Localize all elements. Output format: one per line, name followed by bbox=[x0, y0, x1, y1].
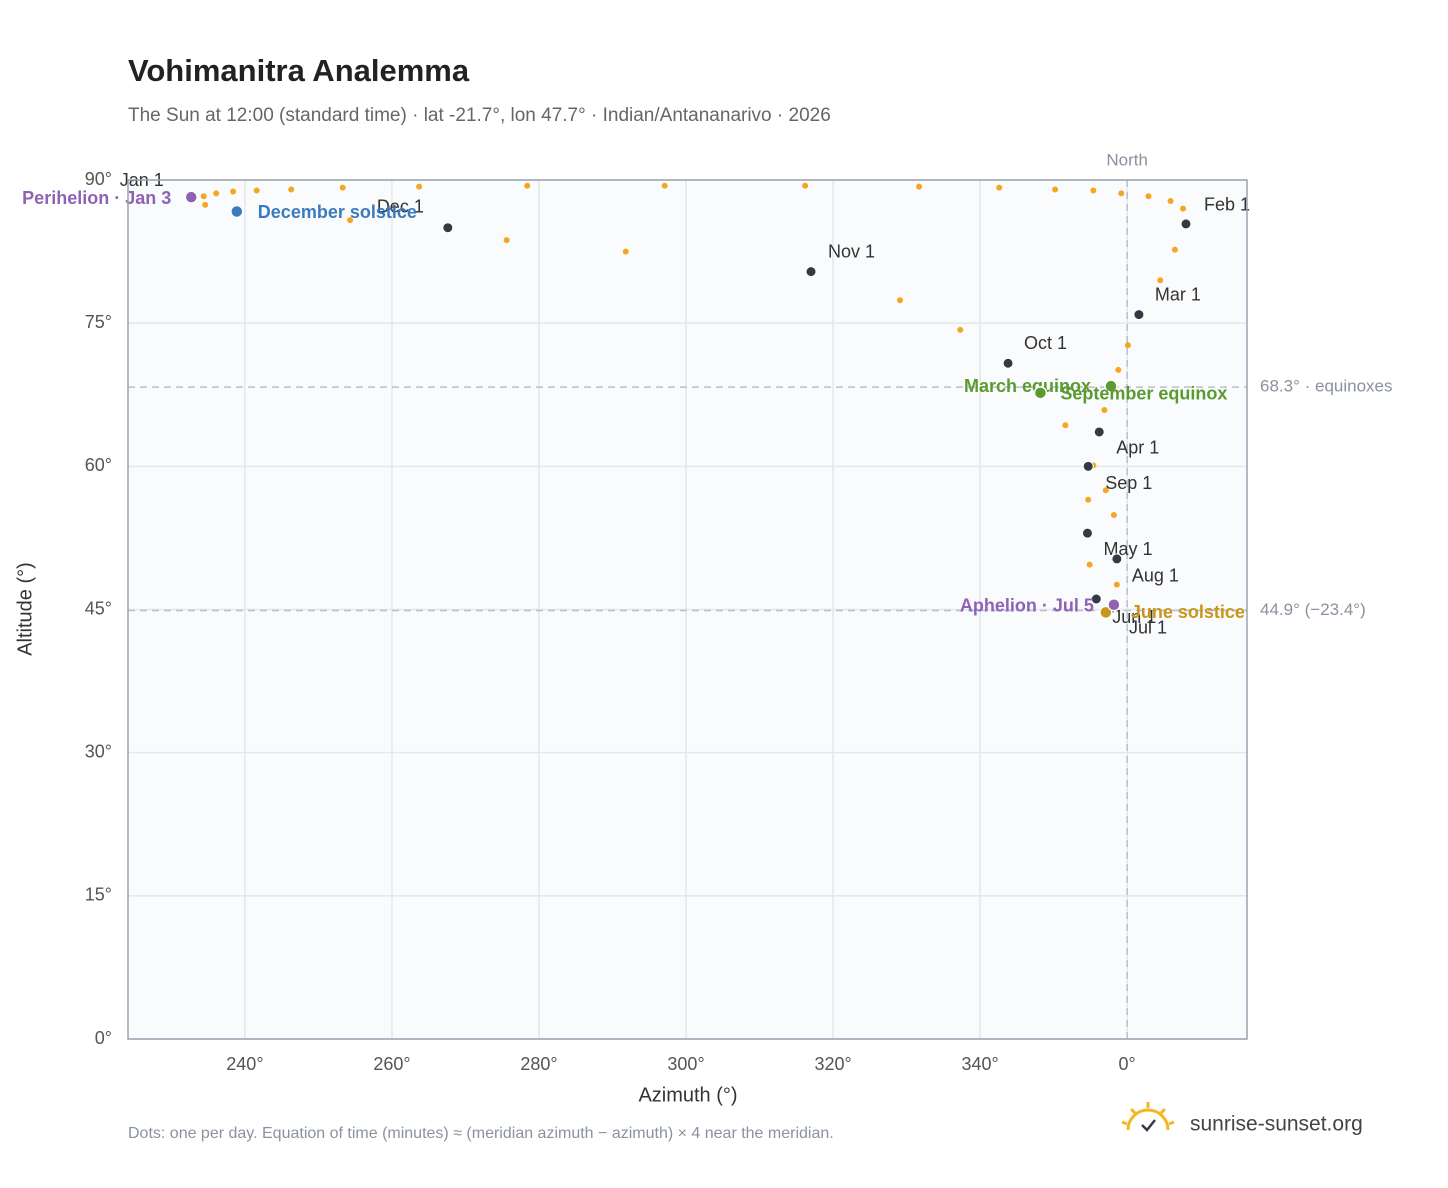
sun-dot bbox=[253, 187, 260, 194]
sun-dot bbox=[524, 182, 531, 189]
sun-dot bbox=[1052, 186, 1059, 193]
x-tick-label: 240° bbox=[226, 1054, 263, 1074]
month-marker bbox=[1093, 426, 1105, 438]
sun-dot bbox=[288, 186, 295, 193]
month-label: Jul 1 bbox=[1129, 617, 1167, 637]
event-marker bbox=[230, 204, 244, 219]
sun-dot bbox=[416, 183, 423, 190]
y-tick-label: 90° bbox=[85, 169, 112, 189]
y-tick-label: 15° bbox=[85, 885, 112, 905]
x-tick-label: 300° bbox=[667, 1054, 704, 1074]
sun-dot bbox=[957, 326, 964, 333]
month-marker bbox=[1111, 553, 1123, 565]
month-marker bbox=[1133, 309, 1145, 321]
sun-dot bbox=[213, 190, 220, 197]
sun-dot bbox=[896, 297, 903, 304]
sun-dot bbox=[230, 188, 237, 195]
y-tick-label: 75° bbox=[85, 312, 112, 332]
sun-dot bbox=[202, 201, 209, 208]
sun-dot bbox=[802, 182, 809, 189]
sun-dot bbox=[1124, 342, 1131, 349]
sun-dot bbox=[1180, 205, 1187, 212]
sun-dot bbox=[1145, 193, 1152, 200]
sun-dot bbox=[1167, 197, 1174, 204]
x-tick-label: 260° bbox=[373, 1054, 410, 1074]
event-label: March equinox bbox=[964, 376, 1091, 396]
footnote: Dots: one per day. Equation of time (min… bbox=[128, 1125, 834, 1142]
reference-label: 68.3° · equinoxes bbox=[1260, 377, 1393, 396]
sun-dot bbox=[1118, 190, 1125, 197]
event-marker bbox=[1107, 597, 1121, 612]
month-label: Sep 1 bbox=[1105, 473, 1152, 493]
month-marker bbox=[1081, 527, 1093, 539]
x-tick-label: 0° bbox=[1119, 1054, 1136, 1074]
sun-dot bbox=[200, 193, 207, 200]
brand: sunrise-sunset.org bbox=[1190, 1113, 1363, 1136]
sun-dot bbox=[1157, 277, 1164, 284]
event-label: Aphelion · Jul 5 bbox=[960, 595, 1094, 615]
sun-dot bbox=[1115, 366, 1122, 373]
y-tick-label: 45° bbox=[85, 598, 112, 618]
y-tick-label: 0° bbox=[95, 1028, 112, 1048]
sun-dot bbox=[1086, 561, 1093, 568]
chart-title: Vohimanitra Analemma bbox=[128, 53, 470, 88]
month-label: Apr 1 bbox=[1116, 438, 1159, 458]
month-label: Feb 1 bbox=[1204, 195, 1250, 215]
month-marker bbox=[442, 222, 454, 234]
event-label: Perihelion · Jan 3 bbox=[22, 188, 171, 208]
sun-dot bbox=[1085, 496, 1092, 503]
sun-dot bbox=[1102, 487, 1109, 494]
event-label: September equinox bbox=[1060, 384, 1227, 404]
event-label: June solstice bbox=[1131, 602, 1245, 622]
sun-dot bbox=[661, 182, 668, 189]
month-label: Aug 1 bbox=[1132, 566, 1179, 586]
sun-dot bbox=[1171, 246, 1178, 253]
month-marker bbox=[1002, 357, 1014, 369]
x-tick-label: 280° bbox=[520, 1054, 557, 1074]
month-label: Dec 1 bbox=[377, 196, 424, 216]
month-label: Mar 1 bbox=[1155, 284, 1201, 304]
month-marker bbox=[1090, 593, 1102, 605]
sun-dot bbox=[1101, 407, 1108, 414]
sun-dot bbox=[996, 184, 1003, 191]
sun-dot bbox=[916, 183, 923, 190]
sun-dot bbox=[1110, 512, 1117, 519]
event-marker bbox=[1033, 386, 1048, 400]
event-marker bbox=[184, 190, 198, 204]
chart-subtitle: The Sun at 12:00 (standard time) · lat -… bbox=[128, 105, 831, 126]
y-tick-label: 60° bbox=[85, 455, 112, 475]
month-marker bbox=[1180, 218, 1192, 230]
sun-dot bbox=[347, 217, 354, 224]
sun-dot bbox=[339, 184, 346, 191]
y-axis-label: Altitude (°) bbox=[14, 562, 36, 656]
month-label: May 1 bbox=[1103, 539, 1152, 559]
reference-label: 44.9° (−23.4°) bbox=[1260, 600, 1366, 619]
plot-frame bbox=[127, 179, 1248, 1040]
x-tick-label: 320° bbox=[814, 1054, 851, 1074]
sun-dot bbox=[1062, 422, 1069, 429]
sun-dot bbox=[1090, 187, 1097, 194]
brand-logo bbox=[1121, 1102, 1175, 1132]
event-label: December solstice bbox=[258, 202, 417, 222]
reference-lines: 68.3° · equinoxes 44.9° (−23.4°) North bbox=[128, 150, 1393, 1039]
sun-dot bbox=[503, 237, 510, 244]
sun-dot bbox=[1113, 581, 1120, 588]
month-marker bbox=[805, 266, 817, 278]
month-label: Nov 1 bbox=[828, 241, 875, 261]
north-label: North bbox=[1106, 150, 1148, 169]
event-marker bbox=[1099, 605, 1113, 620]
month-label: Jun 1 bbox=[1112, 607, 1156, 627]
month-label: Oct 1 bbox=[1024, 333, 1067, 353]
event-marker bbox=[1104, 379, 1118, 393]
sun-dot bbox=[622, 248, 629, 255]
y-tick-label: 30° bbox=[85, 741, 112, 761]
x-axis-label: Azimuth (°) bbox=[638, 1084, 737, 1106]
month-marker bbox=[1082, 460, 1094, 472]
x-tick-label: 340° bbox=[961, 1054, 998, 1074]
